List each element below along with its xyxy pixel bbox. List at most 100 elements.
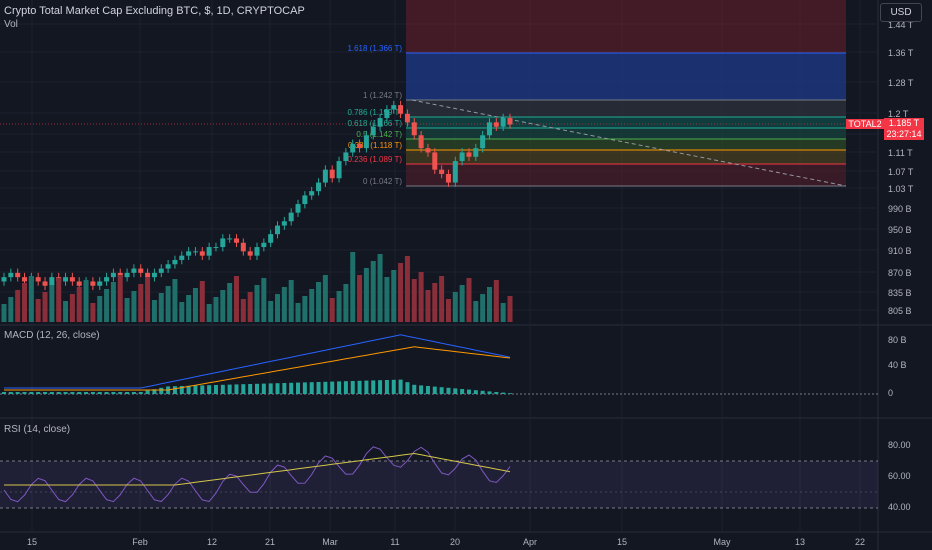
candle bbox=[343, 152, 349, 162]
volume-bar bbox=[69, 294, 75, 322]
volume-bar bbox=[411, 279, 417, 322]
volume-bar bbox=[480, 294, 486, 322]
macd-histogram-bar bbox=[186, 385, 191, 394]
time-axis-label: 13 bbox=[795, 537, 805, 547]
fib-zone bbox=[406, 139, 846, 150]
candle bbox=[254, 247, 260, 256]
candle bbox=[316, 182, 322, 192]
macd-histogram-bar bbox=[63, 392, 68, 394]
currency-button[interactable]: USD bbox=[880, 3, 922, 22]
price-axis-label: 910 B bbox=[888, 246, 912, 256]
candle bbox=[131, 268, 137, 273]
fib-zone bbox=[406, 100, 846, 117]
macd-histogram-bar bbox=[439, 387, 444, 394]
volume-bar bbox=[350, 252, 356, 322]
volume-bar bbox=[76, 287, 82, 322]
macd-label[interactable]: MACD (12, 26, close) bbox=[4, 330, 100, 341]
candle bbox=[384, 109, 390, 119]
candle bbox=[404, 113, 410, 123]
macd-histogram-bar bbox=[275, 383, 280, 394]
volume-bar bbox=[254, 285, 260, 322]
macd-axis-label: 40 B bbox=[888, 360, 907, 370]
candle bbox=[391, 105, 397, 110]
volume-bar bbox=[500, 303, 506, 322]
macd-histogram-bar bbox=[159, 387, 164, 394]
volume-bar bbox=[281, 287, 287, 322]
candle bbox=[22, 277, 28, 282]
volume-bar bbox=[192, 288, 198, 322]
macd-histogram-bar bbox=[200, 385, 205, 394]
volume-bar bbox=[466, 278, 472, 322]
symbol-tag: TOTAL2 bbox=[846, 119, 884, 129]
macd-histogram-bar bbox=[405, 382, 410, 394]
macd-histogram-bar bbox=[330, 381, 335, 394]
rsi-axis-label: 60.00 bbox=[888, 471, 911, 481]
volume-bar bbox=[179, 302, 185, 322]
candle bbox=[63, 277, 69, 282]
candle bbox=[329, 169, 335, 179]
fib-zone bbox=[406, 128, 846, 139]
macd-histogram-bar bbox=[309, 382, 314, 394]
rsi-label[interactable]: RSI (14, close) bbox=[4, 424, 71, 435]
macd-histogram-bar bbox=[343, 381, 348, 394]
fib-level-label: 0.786 (1.199 T) bbox=[347, 108, 402, 117]
volume-bar bbox=[336, 291, 342, 322]
rsi-ma-line bbox=[4, 452, 511, 486]
macd-histogram-bar bbox=[152, 389, 157, 394]
volume-bar bbox=[1, 304, 7, 322]
symbol-title[interactable]: Crypto Total Market Cap Excluding BTC, $… bbox=[4, 5, 305, 17]
volume-bar bbox=[370, 261, 376, 322]
volume-bar bbox=[8, 297, 14, 322]
volume-bar bbox=[240, 299, 246, 322]
candle bbox=[240, 242, 246, 252]
current-price: 1.185 T bbox=[888, 118, 920, 128]
candle bbox=[192, 251, 198, 253]
volume-bar bbox=[473, 301, 479, 322]
volume-bar bbox=[117, 275, 123, 322]
candle bbox=[418, 135, 424, 149]
candle bbox=[42, 281, 48, 286]
time-axis-label: 15 bbox=[27, 537, 37, 547]
volume-bar bbox=[110, 282, 116, 322]
volume-bar bbox=[124, 298, 130, 322]
volume-bar bbox=[445, 299, 451, 322]
price-axis-label: 1.2 T bbox=[888, 109, 909, 119]
macd-histogram-bar bbox=[302, 382, 307, 394]
fib-level-label: 0.618 (1.166 T) bbox=[347, 119, 402, 128]
macd-histogram-bar bbox=[227, 384, 232, 394]
candle bbox=[165, 264, 171, 269]
volume-bar bbox=[165, 286, 171, 322]
macd-histogram-bar bbox=[460, 389, 465, 394]
fib-level-label: 0 (1.042 T) bbox=[363, 177, 402, 186]
candle bbox=[500, 118, 506, 127]
time-axis-label: Mar bbox=[322, 537, 338, 547]
candle bbox=[432, 152, 438, 170]
time-axis-label: 21 bbox=[265, 537, 275, 547]
candle bbox=[445, 173, 451, 183]
candle bbox=[213, 247, 219, 249]
volume-bar bbox=[439, 276, 445, 322]
candle bbox=[90, 281, 96, 286]
macd-histogram-bar bbox=[378, 380, 383, 394]
macd-histogram-bar bbox=[371, 380, 376, 394]
volume-bar bbox=[227, 283, 233, 322]
price-axis-label: 990 B bbox=[888, 204, 912, 214]
candle bbox=[452, 161, 458, 183]
volume-bar bbox=[268, 301, 274, 322]
macd-histogram-bar bbox=[364, 380, 369, 394]
price-axis-label: 950 B bbox=[888, 225, 912, 235]
candle bbox=[275, 225, 281, 235]
candle bbox=[425, 148, 431, 153]
volume-bar bbox=[151, 300, 157, 322]
macd-axis-label: 0 bbox=[888, 388, 893, 398]
volume-bar bbox=[42, 292, 48, 322]
macd-histogram-bar bbox=[8, 392, 13, 394]
macd-histogram-bar bbox=[97, 392, 102, 394]
current-price-label: 1.185 T 23:27:14 bbox=[884, 118, 924, 140]
volume-bar bbox=[322, 275, 328, 322]
candle bbox=[261, 242, 267, 248]
macd-histogram-bar bbox=[255, 383, 259, 394]
candle bbox=[459, 152, 465, 162]
macd-histogram-bar bbox=[125, 392, 130, 394]
